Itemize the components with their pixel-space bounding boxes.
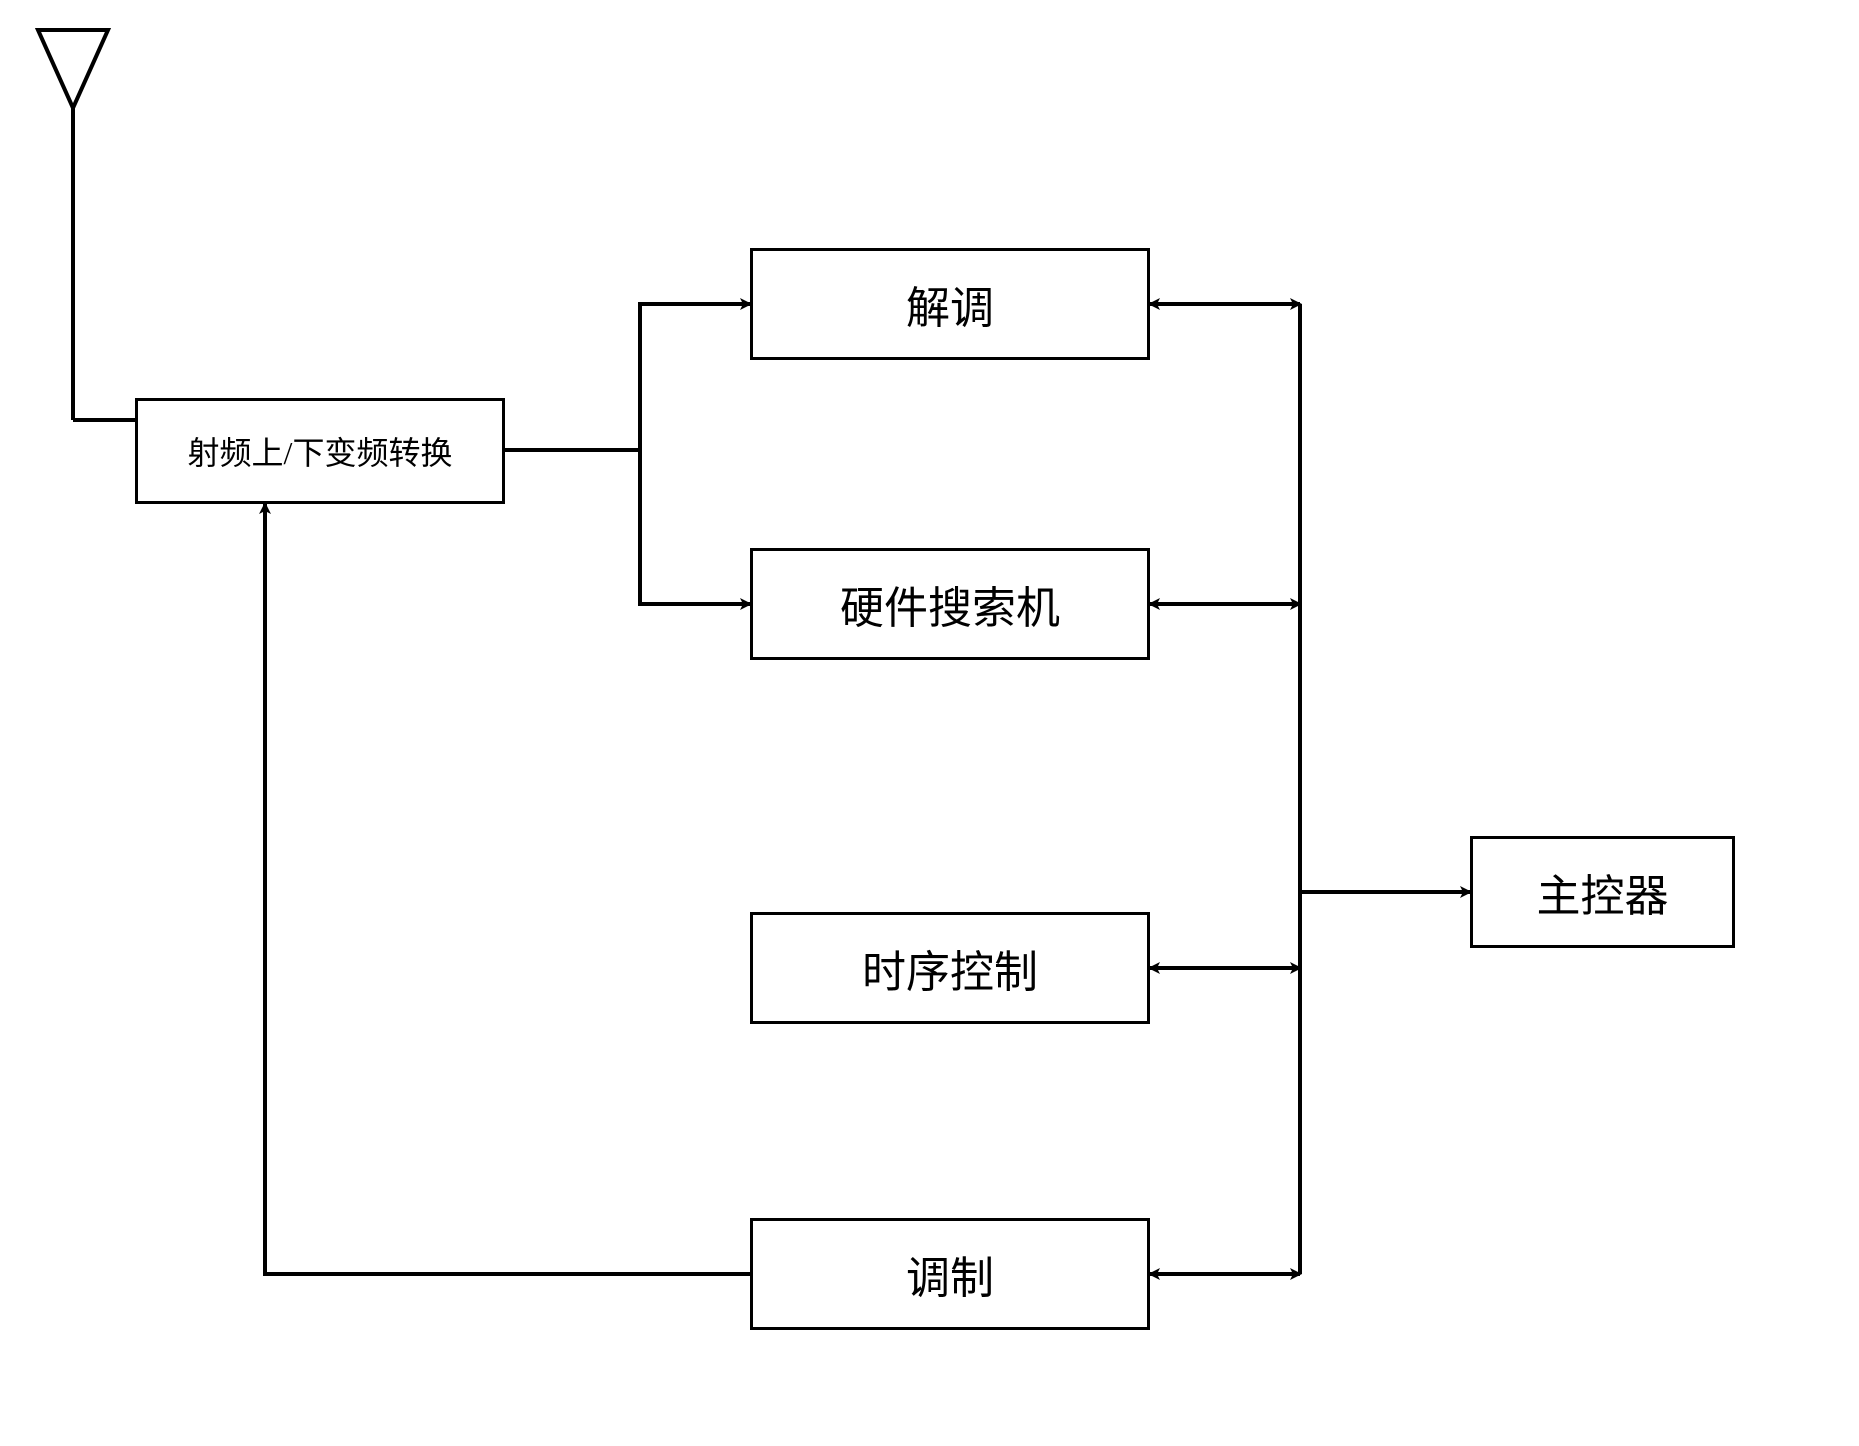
- master-controller-label: 主控器: [1537, 860, 1669, 924]
- block-diagram: 射频上/下变频转换 解调 硬件搜索机 时序控制 调制 主控器: [0, 0, 1859, 1446]
- antenna-icon: [38, 30, 135, 420]
- timing-control-box: 时序控制: [750, 912, 1150, 1024]
- master-controller-box: 主控器: [1470, 836, 1735, 948]
- hardware-searcher-label: 硬件搜索机: [840, 572, 1060, 636]
- timing-control-label: 时序控制: [862, 936, 1038, 1000]
- rf-converter-box: 射频上/下变频转换: [135, 398, 505, 504]
- modulator-label: 调制: [906, 1242, 994, 1306]
- hardware-searcher-box: 硬件搜索机: [750, 548, 1150, 660]
- rf-converter-label: 射频上/下变频转换: [188, 428, 453, 474]
- demodulator-label: 解调: [906, 272, 994, 336]
- modulator-box: 调制: [750, 1218, 1150, 1330]
- demodulator-box: 解调: [750, 248, 1150, 360]
